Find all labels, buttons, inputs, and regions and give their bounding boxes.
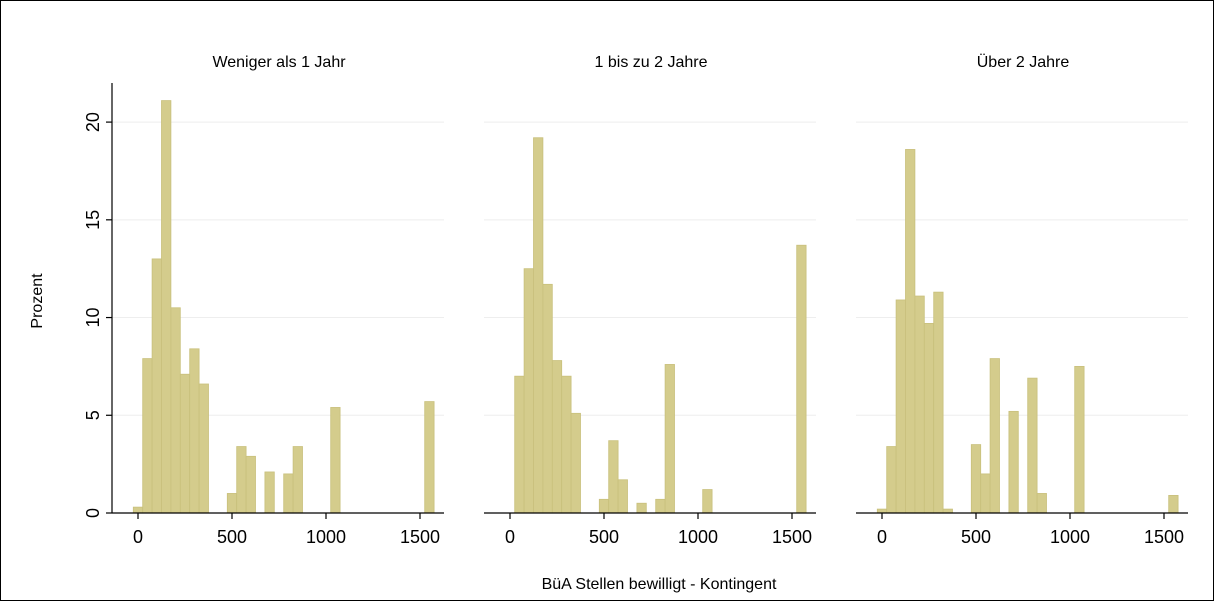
- x-tick-label: 1500: [1144, 527, 1184, 547]
- panel-title: Über 2 Jahre: [977, 53, 1070, 71]
- histogram-bar: [264, 471, 275, 514]
- histogram-bar: [151, 258, 162, 514]
- histogram-bar: [551, 360, 563, 514]
- histogram-bar: [179, 373, 191, 514]
- histogram-bar: [142, 358, 153, 514]
- histogram-bar: [236, 446, 247, 514]
- histogram-bar: [1168, 495, 1179, 514]
- histogram-bar: [226, 493, 238, 514]
- x-tick-label: 500: [961, 527, 991, 547]
- histogram-bar: [533, 137, 544, 514]
- histogram-bar: [570, 412, 581, 514]
- histogram-bar: [1008, 410, 1019, 514]
- histogram-bar: [923, 323, 935, 514]
- histogram-bar: [617, 479, 628, 514]
- histogram-bar: [132, 506, 144, 514]
- x-tick-label: 1000: [678, 527, 718, 547]
- histogram-bar: [989, 358, 1000, 514]
- y-axis-title: Prozent: [29, 273, 46, 329]
- x-tick-label: 1000: [1050, 527, 1090, 547]
- histogram-bar: [189, 348, 200, 514]
- histogram-bar: [330, 407, 341, 514]
- x-tick-label: 1500: [772, 527, 812, 547]
- histogram-bar: [245, 455, 256, 514]
- histogram-bar: [1027, 377, 1038, 514]
- panel-title: Weniger als 1 Jahr: [212, 54, 346, 71]
- y-tick-label: 10: [83, 308, 103, 328]
- histogram-bar: [933, 291, 944, 514]
- y-tick-label: 20: [83, 112, 103, 132]
- x-tick-label: 0: [505, 527, 515, 547]
- x-tick-label: 500: [589, 527, 619, 547]
- x-tick-label: 1500: [400, 527, 440, 547]
- histogram-bar: [608, 440, 619, 514]
- x-tick-label: 0: [133, 527, 143, 547]
- x-tick-label: 500: [217, 527, 247, 547]
- histogram-bar: [161, 100, 172, 514]
- histogram-bar: [914, 295, 925, 514]
- histogram-bar: [702, 489, 713, 514]
- y-tick-label: 5: [83, 410, 103, 420]
- histogram-bar: [895, 299, 906, 514]
- histogram-bar: [980, 473, 991, 514]
- panel-3: Über 2 Jahre 0 500 1000 1500: [856, 53, 1188, 547]
- histogram-bar: [636, 502, 647, 514]
- x-tick-label: 0: [877, 527, 887, 547]
- histogram-bar: [198, 383, 209, 514]
- histogram-bar: [283, 473, 294, 514]
- y-tick-label: 0: [83, 508, 103, 518]
- histogram-bar: [655, 498, 666, 514]
- histogram-bar: [170, 307, 181, 514]
- histogram-bar: [1074, 366, 1085, 514]
- panel-title: 1 bis zu 2 Jahre: [595, 54, 708, 71]
- panel-1: Weniger als 1 Jahr 0 5 10 15 20 0 500 1000 1500: [83, 54, 444, 547]
- histogram-bar: [292, 446, 303, 514]
- histogram-bar: [664, 364, 675, 514]
- histogram-bar: [1036, 493, 1047, 514]
- x-tick-label: 1000: [306, 527, 346, 547]
- histogram-bar: [970, 444, 982, 514]
- histogram-bar: [905, 149, 916, 514]
- histogram-bar: [523, 268, 534, 514]
- histogram-bar: [542, 283, 553, 514]
- histogram-bar: [796, 244, 807, 514]
- histogram-bar: [514, 375, 525, 514]
- y-tick-label: 15: [83, 210, 103, 230]
- histogram-bar: [561, 375, 572, 514]
- histogram-bar: [886, 446, 897, 514]
- histogram-bar: [424, 401, 435, 514]
- x-axis-title: BüA Stellen bewilligt - Kontingent: [542, 576, 777, 593]
- panel-2: 1 bis zu 2 Jahre 0 500 1000 1500: [484, 54, 816, 547]
- histogram-bar: [598, 498, 610, 514]
